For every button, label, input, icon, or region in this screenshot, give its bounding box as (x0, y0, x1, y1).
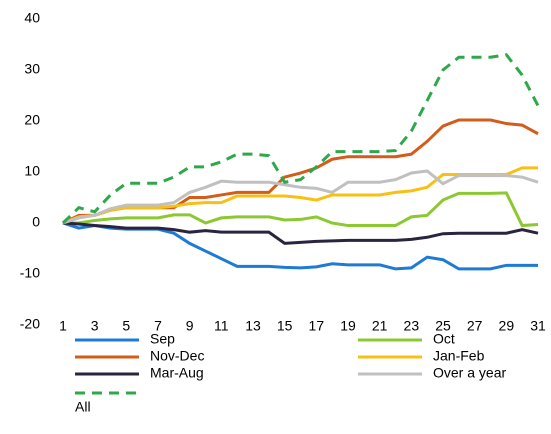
series-line (62, 221, 538, 271)
x-tick-label: 21 (372, 318, 388, 334)
y-tick-label: 10 (24, 163, 40, 179)
x-tick-label: 9 (186, 318, 194, 334)
series-line (62, 169, 539, 225)
y-tick-label: 30 (24, 61, 40, 77)
y-tick-label: -10 (20, 265, 40, 281)
x-tick-label: 5 (122, 318, 130, 334)
legend-label: Jan-Feb (433, 348, 485, 364)
x-tick-label: 23 (404, 318, 420, 334)
y-tick-label: 40 (24, 10, 40, 26)
x-tick-label: 31 (530, 318, 546, 334)
x-tick-label: 19 (340, 318, 356, 334)
x-tick-label: 1 (59, 318, 67, 334)
x-tick-label: 13 (245, 318, 261, 334)
series-line (62, 221, 539, 245)
x-tick-label: 3 (91, 318, 99, 334)
legend-label: Sep (150, 331, 175, 347)
y-tick-label: 20 (24, 112, 40, 128)
y-tick-label: -20 (20, 316, 40, 332)
x-tick-label: 7 (154, 318, 162, 334)
series-line (61, 53, 540, 225)
y-tick-label: 0 (32, 214, 40, 230)
series-line (63, 191, 539, 228)
legend-label: Oct (433, 331, 455, 347)
x-tick-label: 27 (467, 318, 483, 334)
legend-label: Nov-Dec (150, 348, 204, 364)
legend-label: All (75, 399, 91, 415)
x-tick-label: 29 (499, 318, 515, 334)
legend-label: Mar-Aug (150, 365, 204, 381)
x-tick-label: 11 (214, 318, 229, 334)
x-tick-label: 25 (435, 318, 451, 334)
x-tick-label: 15 (277, 318, 293, 334)
x-tick-label: 17 (309, 318, 325, 334)
legend-label: Over a year (433, 365, 506, 381)
